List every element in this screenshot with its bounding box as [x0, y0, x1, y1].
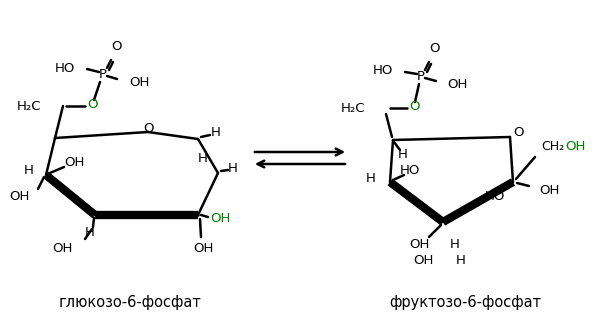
Text: OH: OH	[409, 237, 429, 250]
Text: H: H	[24, 164, 34, 177]
Text: OH: OH	[129, 75, 149, 88]
Text: OH: OH	[413, 253, 433, 267]
Text: H: H	[228, 161, 238, 175]
Text: HO: HO	[400, 164, 420, 177]
Text: H: H	[211, 126, 221, 140]
Text: H₂C: H₂C	[17, 99, 41, 112]
Text: CH₂: CH₂	[541, 140, 564, 153]
Text: O: O	[111, 40, 121, 52]
Text: H₂C: H₂C	[341, 101, 365, 114]
Text: O: O	[429, 41, 439, 54]
Text: OH: OH	[10, 191, 30, 203]
Text: HO: HO	[485, 191, 505, 203]
Text: H: H	[450, 237, 460, 250]
Text: P: P	[99, 67, 107, 80]
Text: фруктозо-6-фосфат: фруктозо-6-фосфат	[389, 295, 541, 309]
Text: O: O	[409, 100, 419, 113]
Text: H: H	[456, 253, 466, 267]
Text: P: P	[417, 70, 425, 83]
Text: OH: OH	[539, 183, 559, 196]
Text: HO: HO	[373, 64, 393, 77]
Text: OH: OH	[193, 242, 213, 256]
Text: H: H	[366, 172, 376, 186]
Text: O: O	[144, 122, 154, 134]
Text: OH: OH	[53, 242, 73, 256]
Text: OH: OH	[565, 140, 586, 153]
Text: H: H	[398, 147, 408, 160]
Text: H: H	[198, 152, 208, 165]
Text: O: O	[87, 98, 97, 111]
Text: O: O	[513, 125, 523, 138]
Text: глюкозо-6-фосфат: глюкозо-6-фосфат	[59, 295, 202, 309]
Text: OH: OH	[210, 213, 230, 226]
Text: OH: OH	[64, 156, 84, 169]
Text: HO: HO	[55, 62, 75, 75]
Text: OH: OH	[447, 77, 467, 90]
Text: H: H	[85, 226, 95, 239]
